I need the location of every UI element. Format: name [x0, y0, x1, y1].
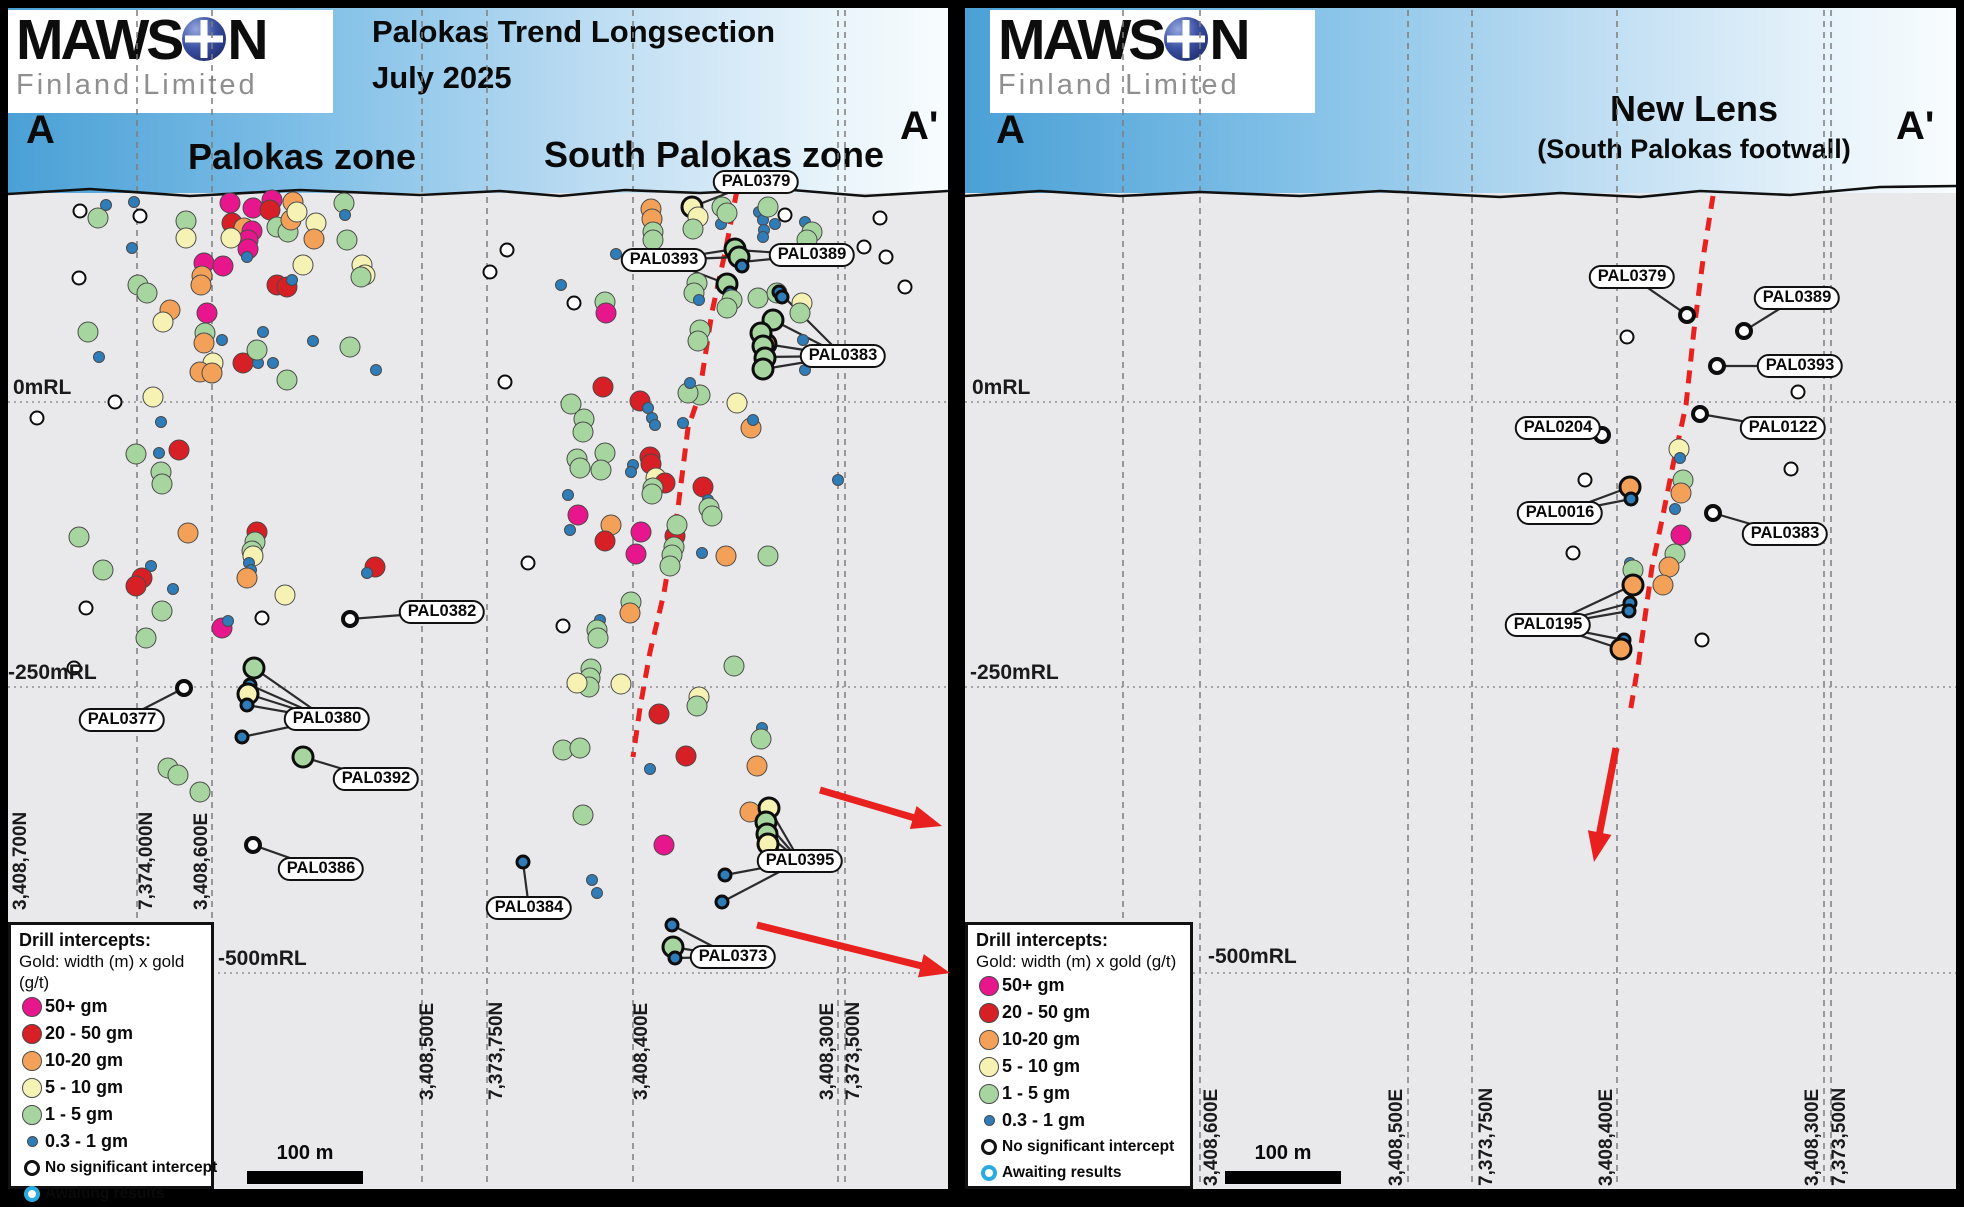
legend-item-label: 5 - 10 gm [45, 1077, 124, 1097]
figure-date: July 2025 [372, 60, 512, 95]
legend-item: 50+ gm [19, 993, 205, 1020]
legend-swatch-icon [19, 1160, 45, 1176]
section-marker-a2-right: A' [1896, 104, 1935, 148]
legend-item-label: Awaiting results [1002, 1164, 1122, 1181]
legend-item-label: 20 - 50 gm [45, 1023, 134, 1043]
legend-item: 5 - 10 gm [19, 1074, 205, 1101]
figure-title: Palokas Trend Longsection [372, 14, 776, 49]
legend-item-label: Awaiting results [45, 1185, 165, 1202]
zone-label-south-palokas: South Palokas zone [543, 134, 885, 175]
section-marker-a2-left: A' [900, 104, 939, 148]
legend-drill-intercepts: Drill intercepts: Gold: width (m) x gold… [965, 922, 1193, 1189]
legend-item: 0.3 - 1 gm [976, 1107, 1184, 1134]
legend-swatch-icon [976, 1139, 1002, 1155]
zone-label-new-lens: New Lens [1609, 88, 1779, 129]
legend-item: 50+ gm [976, 972, 1184, 999]
legend-swatch-icon [976, 1029, 1002, 1050]
legend-swatch-icon [19, 1050, 45, 1071]
legend-item-label: 50+ gm [45, 996, 108, 1016]
mawson-logo: MAWS N Finland Limited [8, 10, 333, 113]
legend-subtitle: Gold: width (m) x gold (g/t) [976, 952, 1177, 971]
zone-label-new-lens-sub: (South Palokas footwall) [1537, 134, 1851, 164]
legend-item: No significant intercept [976, 1134, 1184, 1160]
legend-item: 10-20 gm [19, 1047, 205, 1074]
mawson-wordmark: MAWS N [16, 8, 269, 72]
legend-item-label: No significant intercept [1002, 1138, 1175, 1155]
legend-swatch-icon [976, 1002, 1002, 1023]
legend-item-label: 1 - 5 gm [1002, 1083, 1071, 1103]
legend-item-label: 1 - 5 gm [45, 1104, 114, 1124]
legend-item: 1 - 5 gm [976, 1080, 1184, 1107]
legend-item-label: No significant intercept [45, 1159, 218, 1176]
legend-swatch-icon [19, 1136, 45, 1147]
legend-item-label: 10-20 gm [45, 1050, 124, 1070]
legend-item: No significant intercept [19, 1155, 217, 1181]
legend-swatch-icon [976, 1165, 1002, 1181]
legend-item: Awaiting results [19, 1181, 205, 1207]
legend-item-label: 20 - 50 gm [1002, 1002, 1091, 1022]
legend-item: 20 - 50 gm [19, 1020, 205, 1047]
legend-item: 0.3 - 1 gm [19, 1128, 205, 1155]
legend-subtitle: Gold: width (m) x gold (g/t) [19, 952, 185, 992]
legend-item-label: 5 - 10 gm [1002, 1056, 1081, 1076]
legend-item-label: 0.3 - 1 gm [1002, 1110, 1086, 1130]
legend-title: Drill intercepts: [19, 930, 152, 950]
legend-swatch-icon [976, 1083, 1002, 1104]
mawson-compass-icon [182, 17, 227, 61]
legend-item: 1 - 5 gm [19, 1101, 205, 1128]
legend-item: 10-20 gm [976, 1026, 1184, 1053]
mawson-subtitle: Finland Limited [16, 69, 258, 101]
legend-swatch-icon [976, 1056, 1002, 1077]
legend-item: 5 - 10 gm [976, 1053, 1184, 1080]
mawson-compass-icon [1164, 17, 1209, 61]
legend-swatch-icon [19, 1104, 45, 1125]
legend-swatch-icon [19, 1077, 45, 1098]
legend-swatch-icon [976, 975, 1002, 996]
legend-item: 20 - 50 gm [976, 999, 1184, 1026]
legend-item-label: 10-20 gm [1002, 1029, 1081, 1049]
legend-item-label: 0.3 - 1 gm [45, 1131, 129, 1151]
legend-item: Awaiting results [976, 1160, 1184, 1186]
section-marker-a-right: A [996, 108, 1025, 152]
legend-item-label: 50+ gm [1002, 975, 1065, 995]
legend-swatch-icon [976, 1115, 1002, 1126]
section-marker-a-left: A [26, 108, 55, 152]
legend-swatch-icon [19, 996, 45, 1017]
mawson-subtitle: Finland Limited [998, 69, 1240, 101]
legend-swatch-icon [19, 1186, 45, 1202]
zone-label-palokas: Palokas zone [187, 136, 417, 177]
mawson-wordmark: MAWS N [998, 8, 1251, 72]
legend-title: Drill intercepts: [976, 930, 1109, 950]
mawson-logo: MAWS N Finland Limited [990, 10, 1315, 113]
legend-swatch-icon [19, 1023, 45, 1044]
legend-drill-intercepts: Drill intercepts: Gold: width (m) x gold… [8, 922, 217, 1202]
